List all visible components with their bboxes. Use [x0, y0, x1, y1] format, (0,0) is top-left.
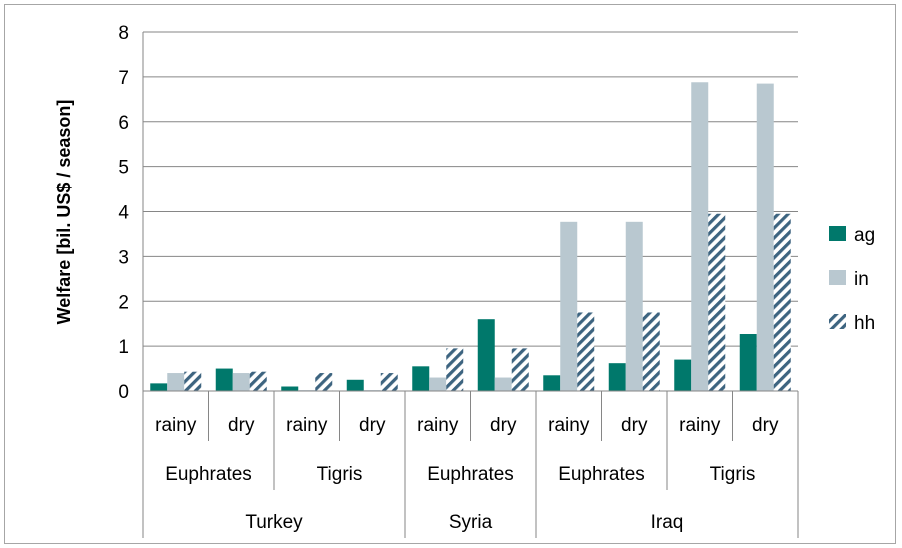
- bar-in: [625, 221, 643, 391]
- y-tick-label: 3: [118, 247, 129, 268]
- season-label: rainy: [155, 415, 197, 436]
- legend-swatch-hh: [829, 314, 846, 329]
- category-labels: rainy dry rainy dry rainy dry rainy dry rainy dry…: [155, 415, 779, 533]
- y-tick-label: 6: [118, 113, 129, 134]
- bar-in: [691, 82, 709, 391]
- legend-swatch-in: [829, 270, 846, 285]
- y-tick-label: 1: [118, 337, 129, 358]
- bar-hh: [446, 348, 464, 391]
- bars: [150, 82, 791, 391]
- country-label: Turkey: [245, 512, 303, 533]
- season-label: dry: [359, 415, 386, 436]
- season-label: rainy: [679, 415, 721, 436]
- season-label: rainy: [286, 415, 328, 436]
- river-label: Euphrates: [165, 464, 252, 485]
- bar-ag: [608, 363, 626, 391]
- river-label: Tigris: [710, 464, 756, 485]
- y-tick-label: 0: [118, 382, 129, 403]
- bar-ag: [215, 368, 233, 391]
- y-axis-tick-labels: 0 1 2 3 4 5 6 7 8: [118, 23, 129, 403]
- bar-hh: [773, 213, 791, 391]
- bar-ag: [543, 375, 561, 391]
- river-label: Euphrates: [427, 464, 514, 485]
- legend-label-ag: ag: [854, 225, 875, 246]
- river-label: Euphrates: [558, 464, 645, 485]
- season-label: dry: [490, 415, 517, 436]
- bar-in: [560, 221, 578, 391]
- y-tick-label: 2: [118, 292, 129, 313]
- bar-hh: [380, 373, 398, 391]
- axis-lines: [142, 32, 799, 538]
- bar-ag: [739, 334, 757, 391]
- bar-hh: [184, 371, 202, 391]
- y-tick-label: 8: [118, 23, 129, 44]
- y-tick-label: 4: [118, 203, 129, 224]
- legend-label-hh: hh: [854, 313, 875, 334]
- chart-frame: [4, 4, 896, 544]
- bar-in: [167, 373, 185, 391]
- bar-in: [232, 373, 250, 391]
- y-axis-label: Welfare [bil. US$ / season]: [54, 100, 74, 325]
- season-label: dry: [752, 415, 779, 436]
- bar-hh: [642, 312, 660, 391]
- bar-hh: [708, 213, 726, 391]
- bar-ag: [150, 383, 168, 391]
- bar-hh: [577, 312, 595, 391]
- legend-label-in: in: [854, 269, 869, 290]
- bar-in: [429, 377, 447, 391]
- y-tick-label: 7: [118, 68, 129, 89]
- legend-swatch-ag: [829, 226, 846, 241]
- season-label: rainy: [548, 415, 590, 436]
- bar-hh: [249, 371, 267, 391]
- bar-in: [494, 377, 512, 391]
- river-label: Tigris: [317, 464, 363, 485]
- legend: ag in hh: [829, 225, 875, 334]
- bar-ag: [412, 366, 430, 391]
- bar-hh: [315, 373, 333, 391]
- season-label: dry: [228, 415, 255, 436]
- country-label: Syria: [449, 512, 493, 533]
- season-label: dry: [621, 415, 648, 436]
- bar-in: [756, 83, 774, 391]
- gridlines: [143, 31, 798, 347]
- bar-ag: [674, 359, 692, 391]
- y-tick-label: 5: [118, 158, 129, 179]
- country-label: Iraq: [651, 512, 684, 533]
- bar-ag: [477, 319, 495, 391]
- bar-hh: [511, 348, 529, 391]
- bar-ag: [281, 386, 299, 391]
- season-label: rainy: [417, 415, 459, 436]
- bar-ag: [346, 379, 364, 391]
